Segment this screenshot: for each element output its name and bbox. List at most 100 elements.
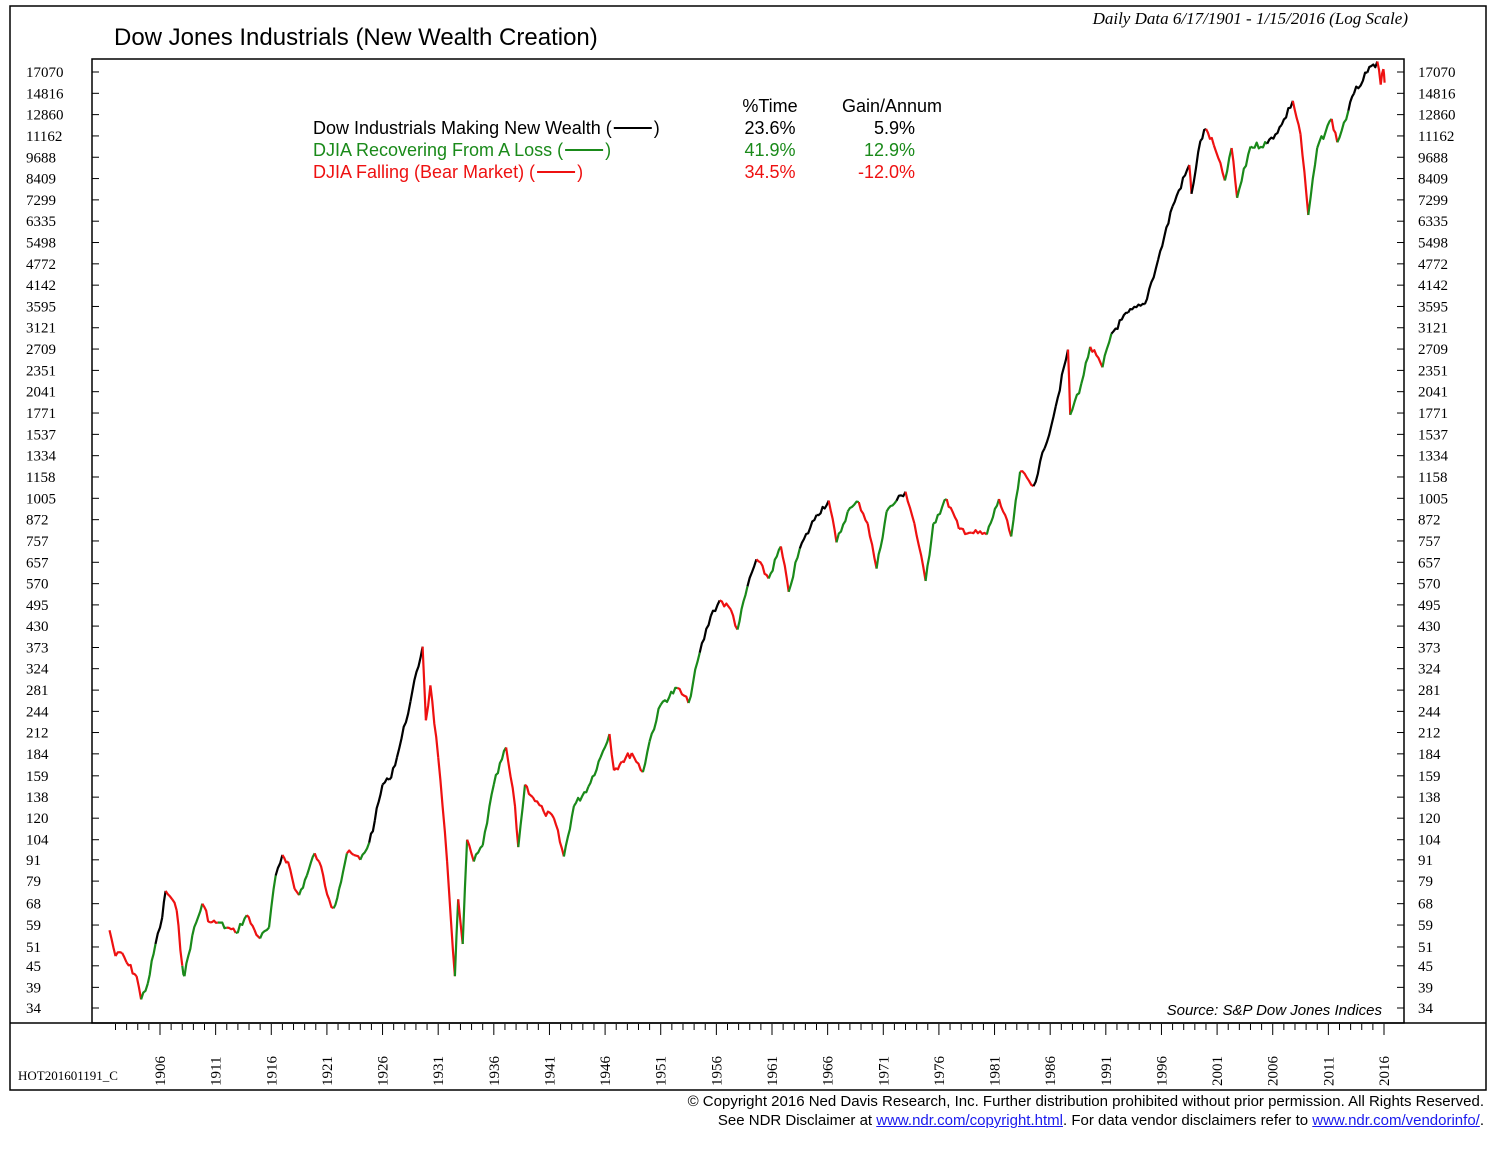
y-tick-label: 1771 — [1418, 406, 1448, 422]
series-segment-falling — [997, 498, 1013, 537]
x-tick-label: 1991 — [1099, 1056, 1115, 1086]
x-tick-label: 2001 — [1210, 1056, 1226, 1086]
y-tick-label: 68 — [26, 897, 41, 913]
legend-label: DJIA Recovering From A Loss ( — [313, 140, 563, 160]
outer-frame — [9, 5, 1487, 1091]
series-segment-recovering — [659, 686, 678, 706]
series-segment-recovering — [1010, 471, 1022, 537]
series-segment-recovering — [267, 875, 277, 928]
y-tick-label: 104 — [1418, 833, 1441, 849]
chart: Dow Jones Industrials (New Wealth Creati… — [9, 5, 1487, 1091]
x-axis-minor-ticks — [114, 1024, 1385, 1035]
y-tick-label: 244 — [1418, 704, 1441, 720]
legend-label: DJIA Falling (Bear Market) ( — [313, 162, 535, 182]
y-tick-label: 1005 — [1418, 491, 1448, 507]
y-tick-label: 8409 — [1418, 172, 1448, 188]
y-tick-label: 14816 — [26, 86, 64, 102]
series-segment-new — [1043, 406, 1057, 449]
series-segment-falling — [1376, 61, 1382, 85]
y-tick-label: 2041 — [1418, 385, 1448, 401]
x-tick-label: 1986 — [1043, 1056, 1059, 1087]
series-segment-new — [1366, 61, 1379, 73]
y-tick-label: 34 — [26, 1001, 42, 1017]
footer-text-a: See NDR Disclaimer at — [717, 1112, 877, 1129]
series-segment-recovering — [1316, 118, 1333, 149]
y-tick-label: 59 — [1418, 918, 1433, 934]
y-tick-label: 3121 — [1418, 321, 1448, 337]
series-segment-new — [709, 599, 721, 617]
series-segment-falling — [1330, 118, 1339, 143]
y-tick-label: 11162 — [1418, 129, 1454, 145]
y-tick-label: 91 — [1418, 853, 1433, 869]
y-tick-label: 120 — [26, 811, 49, 827]
legend-time-value: 41.9% — [744, 140, 795, 160]
series-segment-recovering — [875, 511, 888, 569]
series-segment-new — [1157, 205, 1174, 261]
x-tick-label: 1911 — [209, 1057, 225, 1086]
series-segment-falling — [1382, 68, 1386, 83]
series-segment-recovering — [787, 548, 801, 593]
y-tick-label: 281 — [26, 683, 49, 699]
series-segment-falling — [318, 861, 331, 900]
series-segment-recovering — [587, 756, 602, 788]
series-segment-falling — [201, 903, 211, 924]
y-tick-label: 6335 — [1418, 214, 1448, 230]
series-segment-recovering — [1307, 147, 1319, 216]
series-segment-falling — [1291, 100, 1302, 135]
y-tick-label: 757 — [1418, 534, 1441, 550]
y-tick-label: 51 — [26, 940, 41, 956]
y-tick-label: 2351 — [1418, 363, 1448, 379]
dow-series — [108, 61, 1386, 1000]
series-segment-recovering — [562, 805, 575, 857]
y-tick-label: 9688 — [26, 150, 56, 166]
footer: © Copyright 2016 Ned Davis Research, Inc… — [688, 1092, 1484, 1130]
y-tick-label: 159 — [1418, 769, 1441, 785]
series-segment-new — [368, 820, 376, 843]
y-tick-label: 1537 — [1418, 427, 1449, 443]
series-segment-recovering — [359, 842, 371, 861]
y-tick-label: 570 — [26, 577, 49, 593]
series-segment-falling — [755, 558, 770, 580]
y-tick-label: 39 — [26, 980, 41, 996]
series-segment-falling — [630, 752, 644, 773]
y-tick-label: 3121 — [26, 321, 56, 337]
footer-text-b: . For data vendor disclaimers refer to — [1062, 1112, 1313, 1129]
series-segment-falling — [524, 783, 534, 798]
series-segment-falling — [1089, 346, 1104, 368]
series-segment-falling — [945, 498, 960, 530]
legend-row: DJIA Recovering From A Loss () 41.9% 12.9% — [313, 140, 915, 160]
series-segment-recovering — [1223, 147, 1233, 181]
y-tick-label: 4772 — [26, 257, 56, 273]
y-tick-label: 430 — [26, 619, 49, 635]
series-segment-falling — [246, 914, 256, 931]
series-segment-falling — [175, 910, 184, 966]
series-segment-falling — [466, 839, 475, 862]
copyright-link[interactable]: www.ndr.com/copyright.html — [876, 1112, 1063, 1129]
series-segment-falling — [108, 929, 117, 957]
series-segment-recovering — [641, 741, 651, 773]
source-note: Source: S&P Dow Jones Indices — [1167, 1002, 1383, 1019]
footer-disclaimer: See NDR Disclaimer at www.ndr.com/copyri… — [688, 1111, 1484, 1130]
series-segment-falling — [621, 752, 633, 764]
series-segment-recovering — [481, 784, 495, 846]
legend-gain-value: 5.9% — [874, 118, 915, 138]
y-tick-label: 212 — [26, 726, 49, 742]
legend-row: DJIA Falling (Bear Market) () 34.5% -12.0% — [313, 162, 915, 182]
vendorinfo-link[interactable]: www.ndr.com/vendorinfo/ — [1312, 1112, 1480, 1129]
series-segment-falling — [958, 527, 972, 536]
y-tick-label: 120 — [1418, 811, 1441, 827]
series-segment-recovering — [183, 935, 194, 977]
series-segment-new — [798, 514, 818, 549]
y-tick-label: 1005 — [26, 491, 56, 507]
y-tick-label: 34 — [1418, 1001, 1434, 1017]
legend: %Time Gain/Annum Dow Industrials Making … — [313, 96, 942, 182]
series-segment-new — [1266, 124, 1283, 145]
y-tick-label: 51 — [1418, 940, 1433, 956]
y-tick-label: 757 — [26, 534, 49, 550]
series-segment-falling — [424, 685, 432, 721]
series-segment-falling — [114, 951, 123, 957]
y-tick-label: 79 — [1418, 874, 1433, 890]
series-segment-falling — [857, 501, 869, 525]
y-tick-label: 872 — [1418, 513, 1441, 529]
y-tick-label: 14816 — [1418, 86, 1456, 102]
